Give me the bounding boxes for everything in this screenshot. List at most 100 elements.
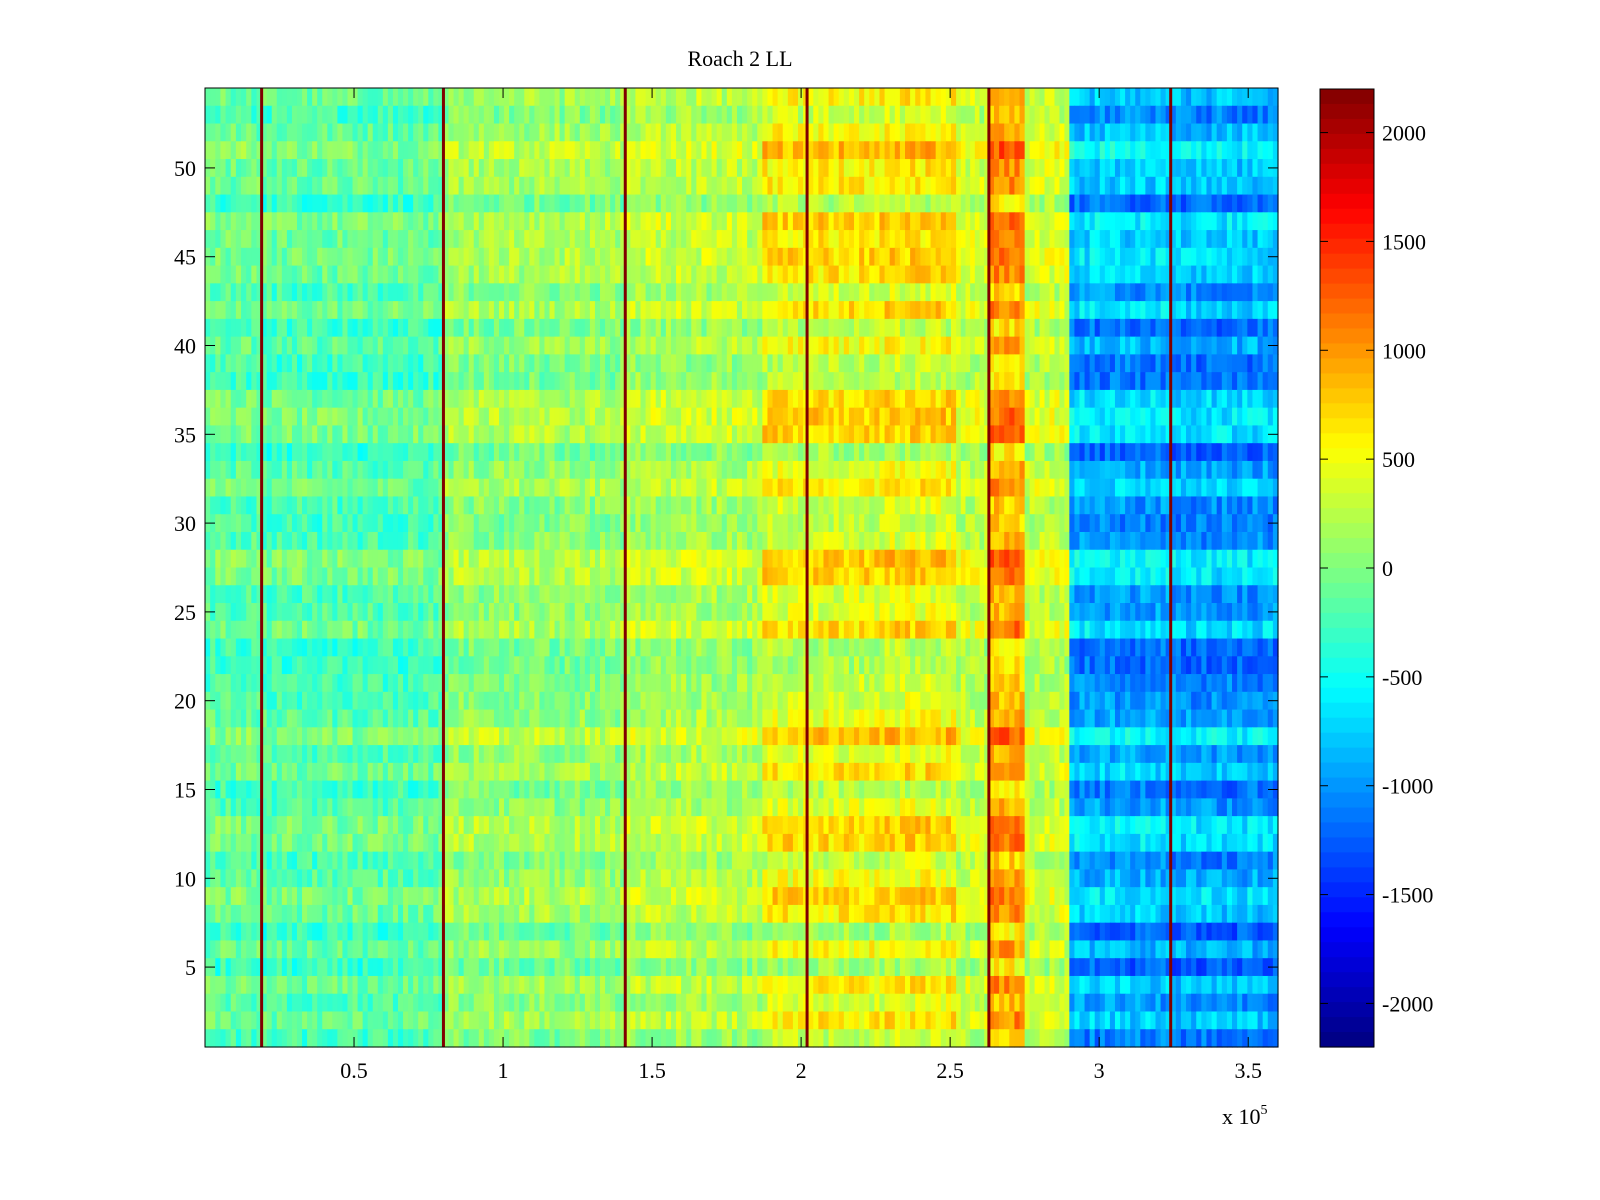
heat-cell — [453, 514, 460, 533]
heat-cell — [589, 318, 596, 338]
heat-cell — [337, 869, 344, 888]
heat-cell — [544, 389, 551, 409]
heat-cell — [589, 638, 596, 657]
heat-cell — [332, 212, 338, 231]
heat-cell — [509, 372, 515, 391]
heat-cell — [291, 922, 298, 942]
heat-cell — [453, 425, 460, 444]
heat-cell — [423, 318, 429, 338]
heat-cell — [493, 496, 500, 515]
heat-cell — [554, 567, 561, 586]
heat-cell — [534, 585, 540, 604]
heat-cell — [433, 301, 439, 320]
heat-cell — [397, 389, 404, 409]
heat-cell — [676, 318, 682, 338]
heat-cell — [362, 496, 369, 515]
heat-cell — [413, 709, 419, 728]
heat-cell — [549, 318, 556, 338]
heat-cell — [478, 762, 485, 782]
heat-cell — [655, 372, 662, 391]
heat-cell — [696, 389, 703, 409]
heat-cell — [327, 425, 333, 444]
heat-cell — [493, 159, 500, 178]
heat-cell — [504, 531, 510, 551]
heat-cell — [413, 460, 419, 480]
heat-cell — [271, 159, 278, 178]
heat-cell — [615, 620, 621, 640]
heat-cell — [747, 283, 753, 302]
heat-cell — [529, 638, 535, 657]
heat-cell — [281, 816, 288, 835]
heat-cell — [509, 549, 515, 569]
heat-cell — [372, 993, 379, 1013]
heat-cell — [347, 993, 354, 1013]
heat-cell — [534, 833, 540, 853]
heat-cell — [574, 780, 581, 799]
heat-cell — [569, 745, 576, 764]
heat-cell — [473, 940, 480, 959]
heat-cell — [448, 887, 455, 906]
heat-cell — [534, 762, 540, 782]
heat-cell — [453, 318, 460, 338]
heat-cell — [215, 674, 222, 693]
heat-cell — [296, 176, 303, 196]
heat-cell — [559, 141, 566, 160]
heat-cell — [377, 762, 384, 782]
heat-cell — [589, 159, 596, 178]
heat-cell — [726, 105, 733, 125]
heat-cell — [377, 674, 384, 693]
heat-cell — [210, 620, 216, 640]
heat-cell — [468, 816, 475, 835]
heat-cell — [529, 514, 535, 533]
heat-cell — [377, 603, 384, 622]
heat-cell — [519, 247, 525, 267]
heat-cell — [347, 762, 354, 782]
heat-cell — [382, 318, 389, 338]
heat-cell — [463, 993, 470, 1013]
heat-cell — [579, 638, 586, 657]
heat-cell — [403, 88, 409, 107]
heat-cell — [509, 194, 515, 213]
heat-cell — [322, 389, 328, 409]
heat-cell — [564, 975, 571, 995]
heat-cell — [392, 194, 399, 213]
heat-cell — [554, 833, 561, 853]
heat-cell — [584, 603, 591, 622]
heat-cell — [322, 869, 328, 888]
heat-cell — [423, 141, 429, 160]
heat-cell — [291, 798, 298, 817]
heat-cell — [377, 478, 384, 498]
heat-cell — [488, 567, 495, 586]
heat-cell — [337, 531, 344, 551]
heat-cell — [589, 940, 596, 959]
heat-cell — [519, 603, 525, 622]
heat-cell — [377, 247, 384, 267]
heat-cell — [428, 212, 434, 231]
heat-cell — [438, 496, 445, 515]
heat-cell — [539, 283, 546, 302]
heat-cell — [742, 318, 748, 338]
heat-cell — [691, 141, 697, 160]
heat-cell — [473, 567, 480, 586]
heat-cell — [534, 531, 540, 551]
heat-cell — [372, 88, 379, 107]
heat-cell — [342, 407, 349, 427]
heat-cell — [438, 247, 445, 267]
heat-cell — [362, 514, 369, 533]
heat-cell — [574, 904, 581, 924]
heat-cell — [235, 159, 242, 178]
heat-cell — [584, 159, 591, 178]
heat-cell — [322, 496, 328, 515]
heat-cell — [266, 478, 273, 498]
heat-cell — [584, 922, 591, 942]
heat-cell — [362, 354, 369, 373]
heat-cell — [205, 727, 211, 746]
heat-cell — [564, 709, 571, 728]
heat-cell — [266, 1029, 273, 1048]
heat-cell — [605, 922, 611, 942]
heat-cell — [317, 656, 323, 675]
heat-cell — [428, 816, 434, 835]
heat-cell — [392, 354, 399, 373]
heat-cell — [392, 674, 399, 693]
heat-cell — [220, 194, 227, 213]
